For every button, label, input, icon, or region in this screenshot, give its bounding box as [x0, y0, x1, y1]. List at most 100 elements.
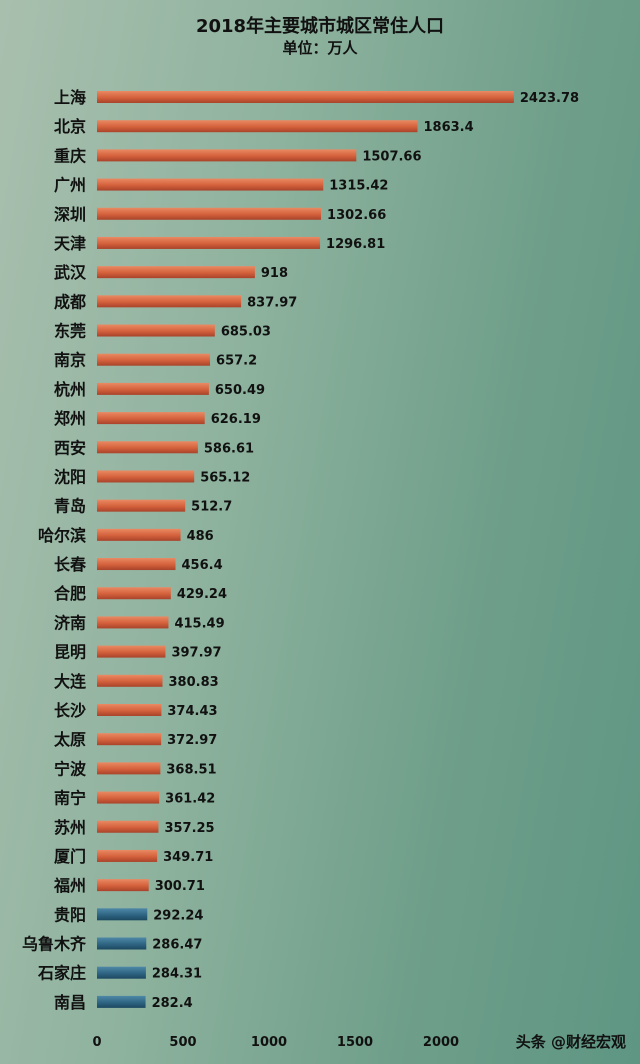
category-label: 昆明 [54, 643, 86, 662]
category-label: 长沙 [54, 701, 86, 720]
bar [97, 733, 162, 746]
x-tick-label: 2000 [423, 1035, 459, 1050]
category-label: 南京 [54, 351, 86, 370]
category-label: 苏州 [54, 818, 86, 837]
value-label: 650.49 [215, 383, 265, 398]
category-label: 上海 [54, 88, 86, 107]
value-label: 368.51 [166, 762, 216, 777]
value-label: 429.24 [177, 587, 227, 602]
value-label: 586.61 [204, 441, 254, 456]
value-label: 685.03 [221, 325, 271, 340]
value-label: 284.31 [152, 967, 202, 982]
value-label: 361.42 [165, 792, 215, 807]
value-label: 565.12 [200, 470, 250, 485]
x-tick-label: 500 [169, 1035, 196, 1050]
value-label: 837.97 [247, 295, 297, 310]
category-label: 沈阳 [54, 467, 86, 486]
value-label: 456.4 [182, 558, 223, 573]
x-tick-label: 1500 [337, 1035, 373, 1050]
value-label: 1863.4 [424, 120, 474, 135]
bar [97, 966, 146, 979]
bar [97, 236, 321, 249]
x-tick-label: 0 [92, 1035, 101, 1050]
bar [97, 762, 161, 775]
value-label: 626.19 [211, 412, 261, 427]
category-label: 成都 [54, 292, 86, 311]
bar [97, 120, 418, 133]
bar [97, 382, 209, 395]
category-label: 长春 [54, 555, 87, 574]
chart-title: 2018年主要城市城区常住人口 [195, 16, 445, 37]
category-label: 福州 [53, 876, 86, 895]
category-label: 广州 [54, 176, 86, 195]
value-label: 657.2 [216, 354, 257, 369]
category-label: 青岛 [54, 497, 86, 516]
bar [97, 879, 149, 892]
category-label: 厦门 [54, 847, 86, 866]
value-label: 357.25 [164, 821, 214, 836]
category-label: 南昌 [54, 993, 86, 1012]
bar [97, 412, 205, 425]
category-label: 东莞 [54, 322, 86, 341]
bar [97, 820, 159, 833]
category-label: 郑州 [54, 409, 86, 428]
category-label: 太原 [53, 730, 86, 749]
bar [97, 703, 162, 716]
category-label: 北京 [54, 117, 86, 136]
bar [97, 528, 181, 541]
category-label: 重庆 [54, 146, 86, 165]
bar [97, 441, 198, 454]
category-label: 南宁 [54, 789, 86, 808]
bar [97, 324, 215, 337]
bar [97, 353, 211, 366]
bar [97, 937, 147, 950]
value-label: 349.71 [163, 850, 213, 865]
category-label: 济南 [54, 613, 86, 632]
chart-subtitle: 单位：万人 [282, 39, 358, 57]
value-label: 512.7 [191, 500, 232, 515]
value-label: 486 [187, 529, 214, 544]
bar [97, 674, 163, 687]
value-label: 372.97 [167, 733, 217, 748]
value-label: 1296.81 [326, 237, 385, 252]
x-tick-label: 1000 [251, 1035, 287, 1050]
bar [97, 499, 186, 512]
value-label: 300.71 [155, 879, 205, 894]
bar [97, 91, 514, 103]
value-label: 1302.66 [327, 208, 386, 223]
category-label: 哈尔滨 [38, 526, 86, 545]
bars-group: 上海 2423.78 北京 1863.4 重庆 1507.66 广州 1315.42 深圳 130… [22, 88, 579, 1012]
bar [97, 791, 160, 804]
value-label: 2423.78 [520, 91, 579, 106]
category-label: 宁波 [54, 759, 87, 778]
value-label: 1315.42 [329, 179, 388, 194]
bar [97, 995, 146, 1008]
value-label: 380.83 [169, 675, 219, 690]
category-label: 合肥 [54, 584, 86, 603]
bar [97, 908, 148, 921]
value-label: 918 [261, 266, 288, 281]
bar [97, 149, 357, 162]
category-label: 贵阳 [54, 905, 86, 924]
bar [97, 295, 242, 308]
bar [97, 587, 171, 600]
bar [97, 558, 176, 571]
value-label: 415.49 [174, 616, 224, 631]
category-label: 大连 [54, 672, 87, 691]
bar [97, 616, 169, 629]
category-label: 乌鲁木齐 [22, 935, 87, 954]
bar [97, 266, 255, 279]
category-label: 杭州 [54, 380, 86, 399]
value-label: 282.4 [152, 996, 193, 1011]
category-label: 深圳 [54, 205, 86, 224]
bar [97, 849, 158, 862]
bar [97, 207, 322, 220]
value-label: 374.43 [167, 704, 217, 719]
bar [97, 470, 195, 483]
bar [97, 178, 324, 191]
value-label: 286.47 [152, 938, 202, 953]
value-label: 292.24 [153, 908, 203, 923]
watermark: 头条 @财经宏观 [515, 1033, 626, 1051]
value-label: 1507.66 [362, 149, 421, 164]
